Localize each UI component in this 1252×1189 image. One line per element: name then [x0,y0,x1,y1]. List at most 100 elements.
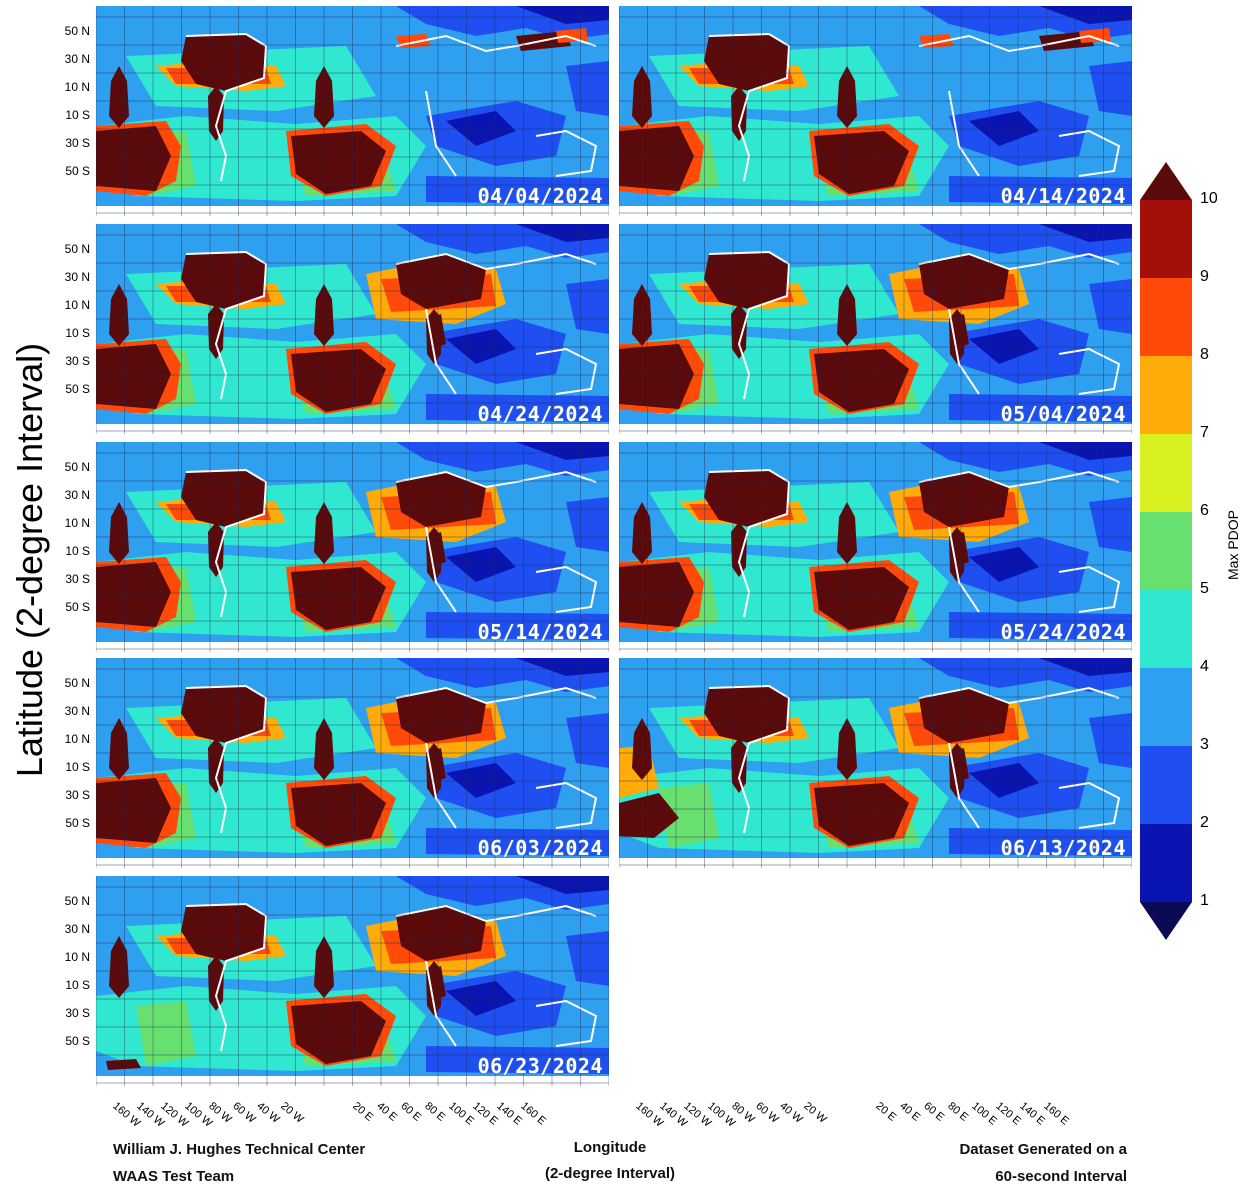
latitude-label: 30 N [64,704,90,718]
longitude-label: 100 E [446,1100,477,1128]
map-grid [96,876,609,1086]
south-america-spike [208,956,224,1011]
footer-left-line2: WAAS Test Team [113,1168,235,1185]
west-pacific-low [1089,497,1132,552]
map-grid [619,658,1132,868]
coastlines [185,32,598,182]
coastlines [185,684,598,834]
longitude-label: 80 E [422,1100,448,1124]
longitude-label: 120 E [470,1100,501,1128]
colorbar-tick-label: 7 [1200,424,1209,441]
colorbar-tick-label: 1 [1200,892,1209,909]
southern-ocean-low [426,394,609,422]
arctic-lowest-pdop [516,6,609,24]
colorbar-band-2-3 [1140,746,1192,824]
colorbar-tick-label: 5 [1200,580,1209,597]
south-america-spike [208,522,224,577]
colorbar-band-5-6 [1140,512,1192,590]
latitude-label: 50 N [64,24,90,38]
map-grid [619,224,1132,434]
southern-ocean-low [949,176,1132,204]
latitude-label: 10 S [65,978,90,992]
longitude-label: 20 W [801,1100,829,1126]
pdop-map [96,224,609,434]
colorbar-band-8-9 [1140,278,1192,356]
pdop-map [96,658,609,868]
pdop-map [619,6,1132,216]
east-asia-red [1079,28,1111,43]
colorbar-title-box: Max PDOP [1208,470,1252,620]
west-pacific-low [566,713,609,768]
indian-ocean-lowest [446,547,516,582]
pdop-map [619,658,1132,868]
west-pacific-low [566,279,609,334]
arctic-lowest-pdop [516,658,609,676]
colorbar-tick-label: 8 [1200,346,1209,363]
longitude-label: 160 E [518,1100,549,1128]
map-panel: 04/04/2024 [96,6,609,216]
map-panel: 06/03/2024 [96,658,609,868]
south-atlantic-max [814,783,909,846]
coastlines [708,468,1121,618]
longitude-label: 80 E [945,1100,971,1124]
west-pacific-low [566,497,609,552]
south-america-spike [208,738,224,793]
footer-right-line1: Dataset Generated on a [959,1141,1127,1158]
map-panel: 06/13/2024 [619,658,1132,868]
indian-ocean-lowest [969,111,1039,146]
southern-ocean-low [426,828,609,856]
south-atlantic-max [814,567,909,630]
pacific-spike [109,936,129,998]
north-america-max [181,904,266,961]
panel-date: 04/24/2024 [477,402,603,426]
colorbar-band-1-2 [1140,824,1192,902]
pacific-spike [632,718,652,780]
arctic-lowest-pdop [1039,6,1132,24]
arctic-lowest-pdop [1039,224,1132,242]
north-america-max [704,470,789,527]
longitude-label: 20 W [278,1100,306,1126]
latitude-label: 10 N [64,516,90,530]
west-pacific-low [1089,279,1132,334]
north-america-max [181,252,266,309]
map-grid [96,224,609,434]
map-panel: 05/24/2024 [619,442,1132,652]
indian-ocean-lowest [446,981,516,1016]
longitude-label: 60 E [398,1100,424,1124]
map-panel: 04/14/2024 [619,6,1132,216]
arctic-lowest-pdop [1039,658,1132,676]
south-pacific-max [96,562,171,627]
map-grid [619,6,1132,216]
south-america-spike [208,86,224,141]
map-panel: 05/14/2024 [96,442,609,652]
latitude-label: 10 S [65,760,90,774]
map-grid [96,442,609,652]
longitude-label: 40 W [254,1100,282,1126]
coastlines [708,250,1121,400]
latitude-label: 50 S [65,1034,90,1048]
south-pacific-max [619,562,694,627]
eurasia-max [396,254,486,309]
latitude-label: 50 S [65,382,90,396]
indian-ocean-lowest [446,329,516,364]
south-atlantic-max [291,131,386,194]
south-pacific-max [96,778,171,843]
footer-right-line2: 60-second Interval [995,1168,1127,1185]
eurasia-max [919,472,1009,527]
pacific-spike [109,284,129,346]
indian-ocean-lowest [969,763,1039,798]
map-panel: 05/04/2024 [619,224,1132,434]
longitude-label: 40 E [374,1100,400,1124]
coastlines [185,250,598,400]
longitude-label: 60 W [753,1100,781,1126]
longitude-label: 40 W [777,1100,805,1126]
colorbar-lower-arrow [1140,902,1192,940]
panel-date: 06/23/2024 [477,1054,603,1078]
south-pacific-green [136,1001,196,1066]
south-pacific-green [659,783,719,848]
map-grid [96,658,609,868]
colorbar-band-7-8 [1140,356,1192,434]
colorbar-tick-label: 10 [1200,190,1218,207]
southern-ocean-low [949,828,1132,856]
south-atlantic-max [291,349,386,412]
